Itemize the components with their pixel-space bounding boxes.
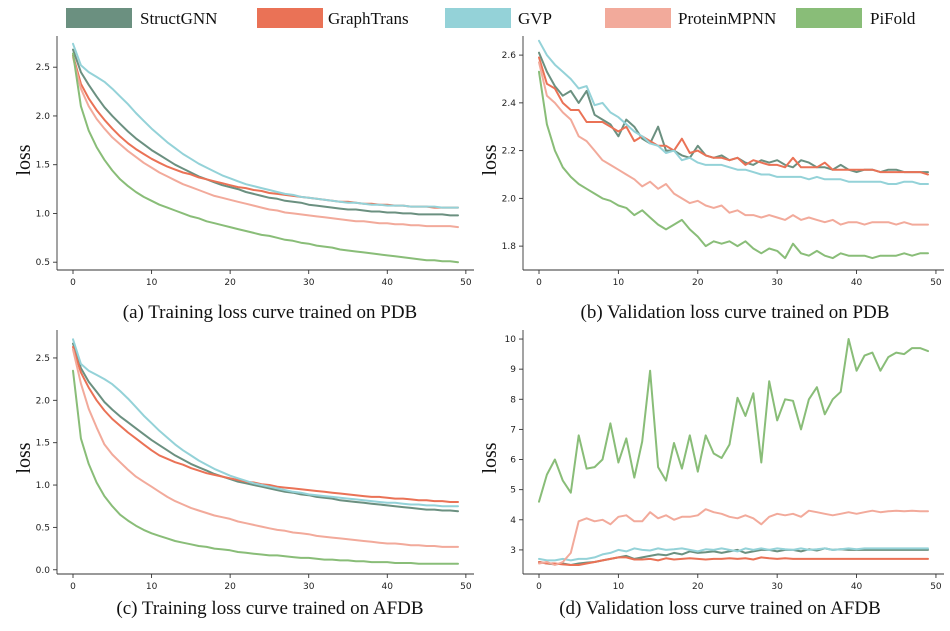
panel-b-x-tick-label: 10	[613, 278, 625, 288]
panel-b-x-tick-label: 30	[771, 278, 783, 288]
legend-item-gvp: GVP	[445, 8, 552, 28]
panel-b-x-tick-label: 0	[536, 278, 542, 288]
panel-b-x-tick-label: 40	[851, 278, 863, 288]
panel-a-x-tick-label: 50	[460, 278, 472, 288]
panel-b-y-tick-label: 2.0	[502, 194, 517, 204]
panel-a-series-gvp	[72, 42, 459, 209]
panel-a-series-graphtrans	[72, 54, 459, 209]
legend: StructGNN GraphTrans GVP ProteinMPNN PiF…	[66, 8, 916, 28]
panel-c-series-gvp	[72, 338, 459, 508]
panel-d-ylabel: loss	[479, 442, 501, 473]
panel-a-series-proteinmpnn	[72, 56, 459, 229]
panel-d-series-proteinmpnn	[538, 508, 929, 566]
panel-d-caption: (d) Validation loss curve trained on AFD…	[559, 598, 881, 619]
panel-a-x-tick-label: 20	[224, 278, 236, 288]
panel-d-y-tick-label: 10	[505, 335, 517, 345]
panel-b-ylabel: loss	[479, 144, 501, 175]
panel-a-y-tick-label: 1.0	[36, 209, 51, 219]
panel-d-x-tick-label: 0	[536, 582, 542, 592]
panel-b-x-tick-label: 20	[692, 278, 704, 288]
panel-b-y-tick-label: 2.2	[502, 147, 516, 157]
panel-c: loss (c) Training loss curve trained on …	[13, 330, 474, 619]
panel-c-x-tick-label: 20	[224, 582, 236, 592]
panel-d-x-tick-label: 40	[851, 582, 863, 592]
panel-b-y-tick-label: 2.6	[502, 51, 517, 61]
panel-d-x-tick-label: 30	[771, 582, 783, 592]
panel-b-series-proteinmpnn	[538, 61, 929, 226]
panel-b-series-graphtrans	[538, 56, 929, 176]
panel-a-series-pifold	[72, 52, 459, 264]
panel-d-y-tick-label: 7	[510, 425, 516, 435]
panel-c-x-tick-label: 50	[460, 582, 472, 592]
panel-d-x-tick-label: 50	[930, 582, 942, 592]
panel-a-x-tick-label: 30	[303, 278, 315, 288]
panel-a-x-tick-label: 10	[146, 278, 158, 288]
legend-label-gvp: GVP	[518, 9, 552, 28]
panel-d-y-tick-label: 6	[510, 456, 516, 466]
panel-a-series-structgnn	[72, 48, 459, 217]
panel-d-x-tick-label: 20	[692, 582, 704, 592]
legend-item-proteinmpnn: ProteinMPNN	[605, 8, 776, 28]
panel-d-x-tick-label: 10	[613, 582, 625, 592]
legend-label-pifold: PiFold	[870, 9, 916, 28]
panel-c-series-structgnn	[72, 342, 459, 513]
legend-swatch-structgnn	[66, 8, 132, 28]
legend-swatch-graphtrans	[257, 8, 323, 28]
panel-a-y-tick-label: 1.5	[36, 161, 50, 171]
panel-c-y-tick-label: 1.0	[36, 481, 51, 491]
panel-b-series-gvp	[538, 39, 929, 185]
panel-a-x-tick-label: 0	[70, 278, 76, 288]
panel-c-series-pifold	[72, 369, 459, 565]
legend-item-pifold: PiFold	[796, 8, 916, 28]
legend-swatch-gvp	[445, 8, 511, 28]
legend-item-graphtrans: GraphTrans	[257, 8, 409, 28]
panel-a-x-tick-label: 40	[382, 278, 394, 288]
panel-a-caption: (a) Training loss curve trained on PDB	[123, 302, 417, 323]
panel-c-y-tick-label: 0.0	[36, 566, 51, 576]
panel-d-y-tick-label: 5	[510, 486, 516, 496]
panel-a: loss (a) Training loss curve trained on …	[13, 36, 474, 323]
legend-swatch-pifold	[796, 8, 862, 28]
legend-swatch-proteinmpnn	[605, 8, 671, 28]
panel-a-y-tick-label: 2.5	[36, 63, 50, 73]
panel-c-y-tick-label: 2.0	[36, 396, 51, 406]
panel-b-y-tick-label: 1.8	[502, 242, 517, 252]
panel-d-y-tick-label: 4	[510, 516, 516, 526]
panel-d-series-graphtrans	[538, 556, 929, 566]
panel-b-caption: (b) Validation loss curve trained on PDB	[581, 302, 890, 323]
panel-b-series-pifold	[538, 70, 929, 260]
panel-d-y-tick-label: 8	[510, 395, 516, 405]
panel-c-x-tick-label: 0	[70, 582, 76, 592]
legend-label-proteinmpnn: ProteinMPNN	[678, 9, 776, 28]
panel-c-caption: (c) Training loss curve trained on AFDB	[116, 598, 423, 619]
legend-label-structgnn: StructGNN	[140, 9, 217, 28]
panel-c-y-tick-label: 1.5	[36, 439, 50, 449]
panel-a-y-tick-label: 2.0	[36, 112, 51, 122]
panel-d-series-gvp	[538, 547, 929, 562]
panel-b-x-tick-label: 50	[930, 278, 942, 288]
panel-c-x-tick-label: 40	[382, 582, 394, 592]
panel-d-y-tick-label: 3	[510, 546, 516, 556]
panel-c-x-tick-label: 10	[146, 582, 158, 592]
panel-d-series-pifold	[538, 338, 929, 503]
panel-c-y-tick-label: 0.5	[36, 523, 50, 533]
panel-a-ylabel: loss	[13, 144, 35, 175]
panel-c-y-tick-label: 2.5	[36, 354, 50, 364]
panel-d: loss (d) Validation loss curve trained o…	[479, 330, 944, 619]
panel-b-y-tick-label: 2.4	[502, 99, 517, 109]
panel-c-ylabel: loss	[13, 442, 35, 473]
panel-c-series-proteinmpnn	[72, 348, 459, 548]
panel-c-x-tick-label: 30	[303, 582, 315, 592]
panel-b: loss (b) Validation loss curve trained o…	[479, 36, 944, 323]
panel-a-y-tick-label: 0.5	[36, 258, 50, 268]
legend-label-graphtrans: GraphTrans	[328, 9, 409, 28]
panel-d-y-tick-label: 9	[510, 365, 516, 375]
panel-c-series-graphtrans	[72, 345, 459, 503]
legend-item-structgnn: StructGNN	[66, 8, 217, 28]
